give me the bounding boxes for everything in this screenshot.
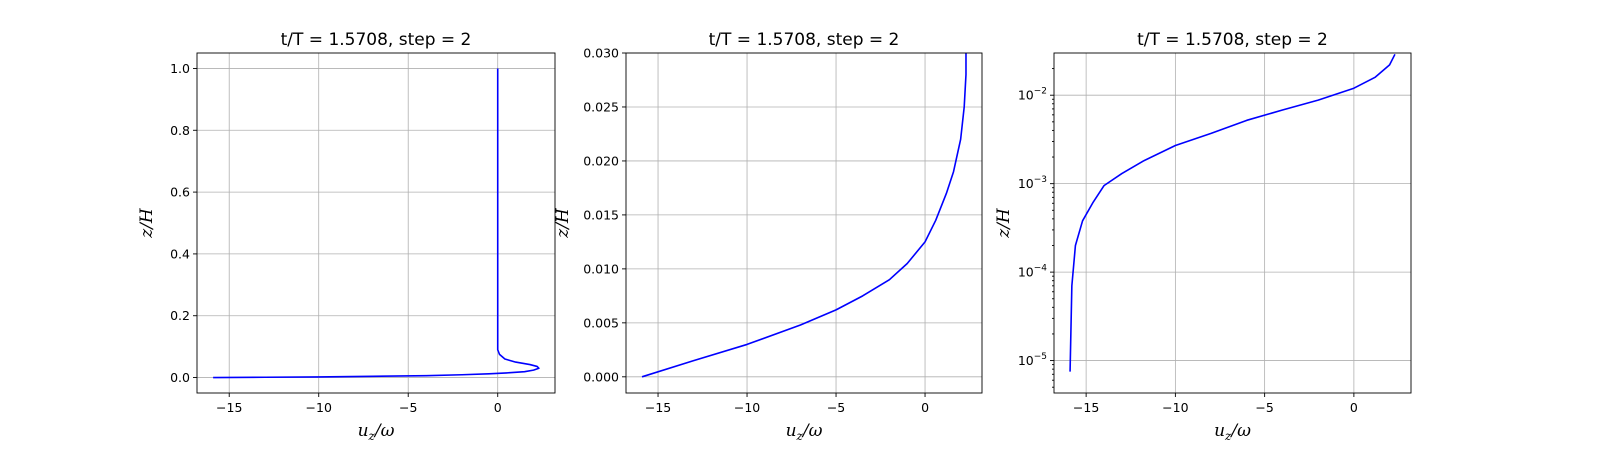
x-tick-label: 0 [921,400,929,415]
y-axis-label: z/H [137,207,157,239]
y-tick-label: 0.030 [583,46,619,61]
x-tick-label: −5 [1255,400,1273,415]
series-line [641,53,967,378]
axes-frame [196,52,556,394]
y-tick-label: 0.010 [583,261,619,276]
axes-frame [625,52,983,394]
x-tick-label: −5 [827,400,845,415]
x-tick-label: −5 [399,400,417,415]
y-tick-label: 0.6 [170,185,190,200]
y-tick-label: 0.020 [583,153,619,168]
y-tick-label: 0.000 [583,369,619,384]
y-tick-label: 10−2 [1018,87,1047,103]
axes-frame [1053,52,1412,394]
x-axis-label: uz/ω [358,421,395,443]
x-axis-label: uz/ω [1214,421,1251,443]
y-tick-label: 0.005 [583,315,619,330]
y-tick-label: 0.8 [170,123,190,138]
chart-panel-1: −15 −10 −5 0 0.0 0.2 0.4 0.6 0.8 1.0 t/T = 1.5708,… [137,30,556,443]
chart-title: t/T = 1.5708, step = 2 [1137,30,1328,50]
y-tick-label: 1.0 [170,61,190,76]
x-tick-label: −15 [645,400,671,415]
y-axis-label: z/H [553,207,573,239]
chart-title: t/T = 1.5708, step = 2 [709,30,900,50]
y-tick-label: 0.015 [583,207,619,222]
x-tick-label: −15 [216,400,242,415]
series-line [1069,53,1396,372]
x-tick-label: 0 [494,400,502,415]
x-axis-label: uz/ω [786,421,823,443]
x-tick-label: −10 [1162,400,1188,415]
chart-title: t/T = 1.5708, step = 2 [281,30,472,50]
y-tick-label: 0.025 [583,99,619,114]
y-tick-label: 0.4 [170,246,190,261]
y-axis-label: z/H [994,207,1014,239]
chart-panel-3: −15 −10 −5 0 10−5 10−4 10−3 10−2 t/T = 1.5708, s… [994,30,1412,443]
series-line [213,68,540,379]
chart-panel-2: −15 −10 −5 0 0.000 0.005 0.010 0.015 0.020 0.025 0… [553,30,983,443]
x-tick-label: 0 [1350,400,1358,415]
y-tick-label: 10−3 [1018,175,1047,191]
y-tick-label: 10−4 [1018,264,1047,280]
y-tick-label: 10−5 [1018,352,1047,368]
y-tick-label: 0.2 [170,308,190,323]
x-tick-label: −15 [1073,400,1099,415]
x-tick-label: −10 [734,400,760,415]
x-tick-label: −10 [306,400,332,415]
y-tick-label: 0.0 [170,370,190,385]
